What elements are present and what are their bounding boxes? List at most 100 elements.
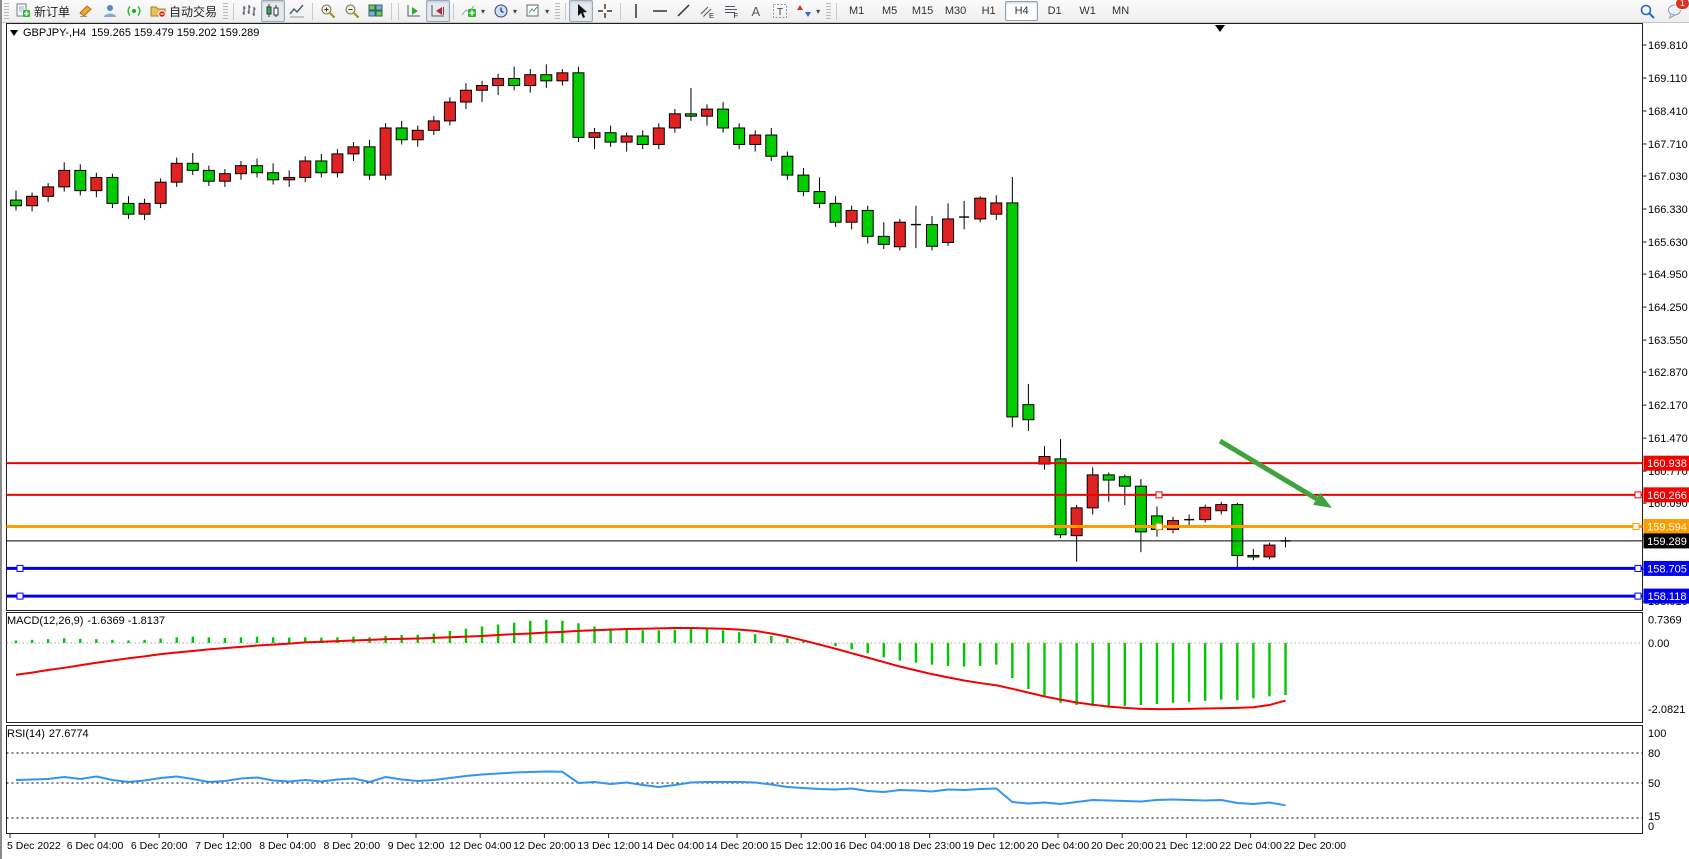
candle-body	[652, 127, 665, 145]
macd-axis-label: -2.0821	[1648, 704, 1685, 716]
rsi-pane	[6, 725, 1643, 834]
candle-body	[861, 209, 874, 237]
dropdown-caret-icon[interactable]: ▾	[816, 6, 821, 16]
time-axis-label: 16 Dec 04:00	[834, 840, 897, 852]
timeframe-mn-button[interactable]: MN	[1112, 5, 1130, 17]
trendline-tool-button[interactable]	[672, 0, 696, 22]
price-badge	[1643, 519, 1689, 535]
text-label-tool-button[interactable]: T	[768, 0, 792, 22]
chat-button[interactable]: 1	[1663, 0, 1689, 22]
chart-shift-button[interactable]	[426, 0, 451, 22]
line-drag-handle[interactable]	[1155, 491, 1163, 499]
svg-text:A: A	[752, 4, 761, 19]
candle-body	[1231, 504, 1244, 556]
price-badge	[1643, 455, 1689, 471]
dropdown-caret-icon[interactable]: ▾	[545, 6, 550, 16]
line-drag-handle[interactable]	[16, 564, 24, 572]
text-label-icon: T	[773, 4, 788, 18]
symbol-dropdown-icon[interactable]	[10, 30, 18, 36]
search-button[interactable]	[1635, 0, 1659, 22]
arrow-object-head[interactable]	[1312, 492, 1332, 508]
chat-unread-badge: 1	[1675, 0, 1689, 10]
time-axis-label: 6 Dec 04:00	[67, 840, 124, 852]
time-axis-label: 12 Dec 04:00	[449, 840, 512, 852]
dropdown-caret-icon[interactable]: ▾	[481, 6, 486, 16]
macd-pane	[6, 612, 1643, 723]
candle-body	[58, 169, 71, 188]
auto-scroll-button[interactable]	[402, 0, 426, 22]
horizontal-line-tool-button[interactable]	[648, 0, 672, 22]
trendline-icon	[677, 4, 690, 17]
chart-symbol-period: GBPJPY-,H4	[23, 27, 87, 39]
macd-values: -1.6369 -1.8137	[87, 615, 166, 627]
autotrading-button[interactable]: 自动交易	[146, 0, 221, 22]
chart-header: GBPJPY-,H4 159.265 159.479 159.202 159.2…	[10, 27, 259, 39]
toolbar-separator	[836, 2, 838, 20]
arrows-tool-button[interactable]: ▾	[792, 0, 824, 22]
crosshair-tool-button[interactable]	[593, 0, 617, 22]
zoom-out-button[interactable]	[340, 0, 364, 22]
vertical-line-tool-button[interactable]	[624, 0, 648, 22]
svg-text:F: F	[734, 11, 739, 19]
cursor-tool-button[interactable]	[569, 0, 594, 22]
line-drag-handle[interactable]	[1634, 564, 1642, 572]
candle-body	[1199, 506, 1212, 521]
terminal-button[interactable]	[98, 0, 122, 22]
line-drag-handle[interactable]	[1634, 491, 1642, 499]
candles-chart-button[interactable]	[261, 0, 286, 22]
price-tick-label: 167.710	[1648, 139, 1688, 151]
timeframe-w1-button[interactable]: W1	[1079, 5, 1096, 17]
bars-chart-button[interactable]	[237, 0, 261, 22]
new-order-button[interactable]: 新订单	[11, 0, 74, 22]
auto-scroll-icon	[407, 5, 421, 17]
timeframe-m1-button[interactable]: M1	[848, 5, 865, 17]
text-tool-button[interactable]: A	[744, 0, 768, 22]
tile-windows-button[interactable]	[364, 0, 388, 22]
toolbar-separator	[453, 2, 455, 20]
new-order-label: 新订单	[34, 4, 71, 19]
dropdown-caret-icon[interactable]: ▾	[513, 6, 518, 16]
timeframe-m30-button[interactable]: M30	[944, 5, 967, 17]
timeframe-m15-button[interactable]: M15	[911, 5, 934, 17]
arrow-object[interactable]	[1218, 438, 1318, 501]
zoom-in-button[interactable]	[316, 0, 340, 22]
rsi-indicator-label: RSI(14) 27.6774	[7, 728, 89, 740]
candle-body	[476, 85, 489, 91]
signals-button[interactable]	[122, 0, 146, 22]
market-watch-button[interactable]	[74, 0, 98, 22]
toolbar-separator	[620, 2, 622, 20]
timeframe-h1-button[interactable]: H1	[981, 5, 996, 17]
chart-shift-marker[interactable]	[1215, 25, 1225, 32]
timeframe-h4-button[interactable]: H4	[1005, 1, 1039, 21]
indicators-button[interactable]: ▾	[457, 0, 489, 22]
line-drag-handle[interactable]	[1632, 523, 1640, 531]
timeframe-d1-button[interactable]: D1	[1047, 5, 1062, 17]
candle-body	[379, 127, 392, 176]
line-chart-button[interactable]	[285, 0, 309, 22]
time-axis-label: 7 Dec 12:00	[195, 840, 252, 852]
candle-body	[588, 132, 601, 138]
candle-body	[1134, 485, 1147, 533]
fibonacci-tool-button[interactable]: F	[720, 0, 744, 22]
candle-body	[267, 172, 280, 181]
chart-area: 169.810 169.110 168.410 167.710 167.030 166.3…	[2, 23, 1689, 859]
price-tick-label: 162.170	[1648, 400, 1688, 412]
toolbar-separator	[312, 2, 314, 20]
templates-button[interactable]: ▾	[521, 0, 553, 22]
candle-body	[90, 176, 103, 192]
price-tick-label: 165.630	[1648, 237, 1688, 249]
candle-body	[636, 135, 649, 145]
candle-body	[1247, 554, 1260, 558]
horizontal-line-icon	[653, 10, 668, 12]
candles-chart-icon	[266, 4, 279, 17]
candle-body	[347, 146, 360, 155]
price-tick-label: 162.870	[1648, 367, 1688, 379]
periods-button[interactable]: ▾	[489, 0, 521, 22]
line-drag-handle[interactable]	[16, 592, 24, 600]
line-drag-handle[interactable]	[1634, 592, 1642, 600]
candle-body	[1022, 404, 1035, 421]
timeframe-m5-button[interactable]: M5	[881, 5, 898, 17]
channel-tool-button[interactable]: E	[696, 0, 720, 22]
line-drag-handle[interactable]	[1155, 523, 1163, 531]
